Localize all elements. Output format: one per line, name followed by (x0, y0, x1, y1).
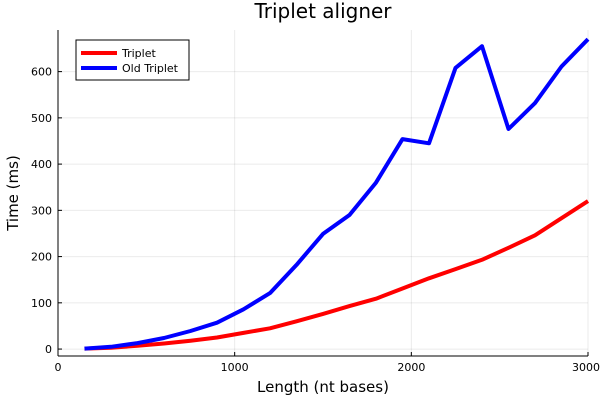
x-tick-label: 3000 (572, 361, 600, 374)
legend-label-1: Old Triplet (122, 62, 179, 75)
x-axis-label: Length (nt bases) (257, 378, 389, 396)
series-layer (84, 37, 590, 351)
y-tick-label: 300 (31, 204, 52, 217)
y-tick-label: 400 (31, 158, 52, 171)
y-tick-label: 500 (31, 112, 52, 125)
y-axis-label: Time (ms) (4, 155, 22, 232)
x-tick-label: 1000 (221, 361, 249, 374)
tick-labels: 0 1000 2000 3000 0 100 200 300 400 500 600 (31, 66, 600, 374)
y-tick-label: 600 (31, 66, 52, 79)
y-tick-label: 0 (45, 343, 52, 356)
series-line-1 (84, 37, 590, 351)
chart-title: Triplet aligner (253, 0, 392, 23)
y-tick-label: 100 (31, 297, 52, 310)
x-tick-label: 2000 (397, 361, 425, 374)
legend-label-0: Triplet (121, 47, 156, 60)
legend-box (75, 39, 190, 81)
axes-frame (57, 30, 589, 357)
series-line-0 (84, 199, 590, 351)
x-tick-label: 0 (55, 361, 62, 374)
legend: Triplet Old Triplet (75, 39, 190, 81)
y-tick-label: 200 (31, 251, 52, 264)
